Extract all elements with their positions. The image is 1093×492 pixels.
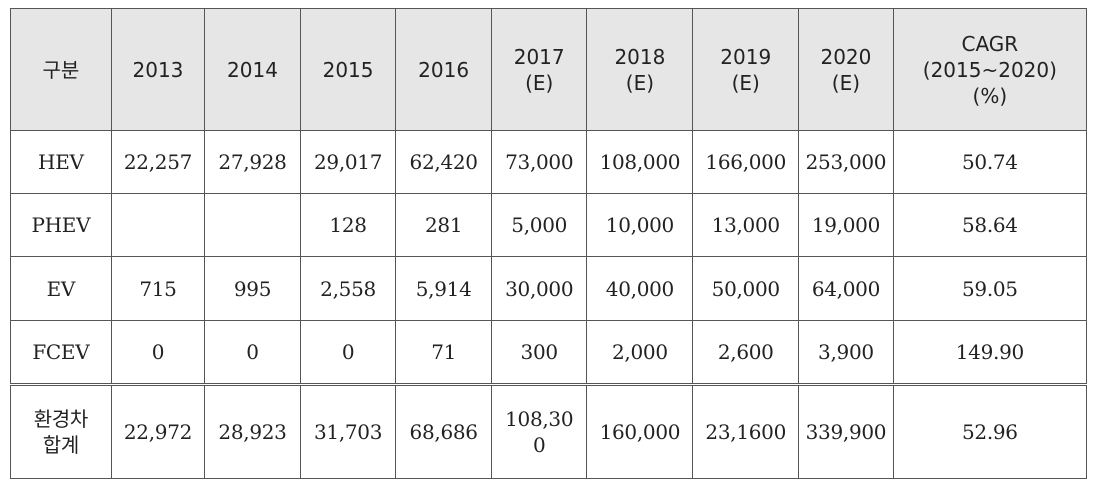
table-cell: 166,000 xyxy=(692,130,800,194)
table-cell: 108,000 xyxy=(586,130,694,194)
table-cell: 160,000 xyxy=(586,383,694,479)
table-cell: 339,900 xyxy=(798,383,894,479)
header-2020e: 2020 (E) xyxy=(798,8,894,131)
table-cell: 29,017 xyxy=(299,130,397,194)
table-cell: 715 xyxy=(110,256,206,321)
table-cell: 0 xyxy=(110,320,206,385)
table-cell: 281 xyxy=(395,193,492,257)
table-cell xyxy=(204,193,301,257)
header-2019e: 2019 (E) xyxy=(692,8,800,131)
header-category: 구분 xyxy=(10,8,112,131)
table-cell: 19,000 xyxy=(798,193,894,257)
header-2016: 2016 xyxy=(395,8,492,131)
table-cell: 149.90 xyxy=(892,320,1088,385)
table-cell: 64,000 xyxy=(798,256,894,321)
table-cell: 27,928 xyxy=(204,130,301,194)
table-cell: 13,000 xyxy=(692,193,800,257)
header-2017e: 2017 (E) xyxy=(490,8,588,131)
header-2014: 2014 xyxy=(204,8,301,131)
header-2018e: 2018 (E) xyxy=(586,8,694,131)
table-cell: 0 xyxy=(299,320,397,385)
table-row-phev: PHEV 128 281 5,000 10,000 13,000 19,000 … xyxy=(10,193,1088,257)
table-cell: 31,703 xyxy=(299,383,397,479)
table-cell: 0 xyxy=(204,320,301,385)
header-2013: 2013 xyxy=(110,8,206,131)
table-cell: 128 xyxy=(299,193,397,257)
table-cell: 2,558 xyxy=(299,256,397,321)
table-cell: 22,972 xyxy=(110,383,206,479)
table-cell: 5,914 xyxy=(395,256,492,321)
table-cell: 68,686 xyxy=(395,383,492,479)
row-label: PHEV xyxy=(10,193,112,257)
table-cell: 23,1600 xyxy=(692,383,800,479)
table-cell: 108,30 0 xyxy=(490,383,588,479)
table-cell: 73,000 xyxy=(490,130,588,194)
table-cell: 52.96 xyxy=(892,383,1088,479)
table-cell: 22,257 xyxy=(110,130,206,194)
table-cell: 10,000 xyxy=(586,193,694,257)
table-cell: 5,000 xyxy=(490,193,588,257)
table-cell: 3,900 xyxy=(798,320,894,385)
eco-vehicle-sales-table: 구분 2013 2014 2015 2016 2017 (E) 2018 (E)… xyxy=(10,8,1088,479)
header-2015: 2015 xyxy=(299,8,397,131)
table-cell: 300 xyxy=(490,320,588,385)
table-row-hev: HEV 22,257 27,928 29,017 62,420 73,000 1… xyxy=(10,130,1088,194)
table-cell: 30,000 xyxy=(490,256,588,321)
table-cell: 50.74 xyxy=(892,130,1088,194)
table-row-total: 환경차 합계 22,972 28,923 31,703 68,686 108,3… xyxy=(10,383,1088,479)
header-cagr: CAGR (2015~2020) (%) xyxy=(892,8,1088,131)
table-row-fcev: FCEV 0 0 0 71 300 2,000 2,600 3,900 149.… xyxy=(10,320,1088,385)
table-cell: 995 xyxy=(204,256,301,321)
table-cell: 58.64 xyxy=(892,193,1088,257)
row-label: 환경차 합계 xyxy=(10,383,112,479)
row-label: FCEV xyxy=(10,320,112,385)
row-label: HEV xyxy=(10,130,112,194)
table-cell: 62,420 xyxy=(395,130,492,194)
table-cell: 2,600 xyxy=(692,320,800,385)
table-cell: 40,000 xyxy=(586,256,694,321)
table-cell: 71 xyxy=(395,320,492,385)
table-cell: 50,000 xyxy=(692,256,800,321)
table-cell: 28,923 xyxy=(204,383,301,479)
table-cell: 59.05 xyxy=(892,256,1088,321)
table-cell: 2,000 xyxy=(586,320,694,385)
table-cell: 253,000 xyxy=(798,130,894,194)
header-row: 구분 2013 2014 2015 2016 2017 (E) 2018 (E)… xyxy=(10,8,1088,131)
row-label: EV xyxy=(10,256,112,321)
table-cell xyxy=(110,193,206,257)
table-row-ev: EV 715 995 2,558 5,914 30,000 40,000 50,… xyxy=(10,256,1088,321)
